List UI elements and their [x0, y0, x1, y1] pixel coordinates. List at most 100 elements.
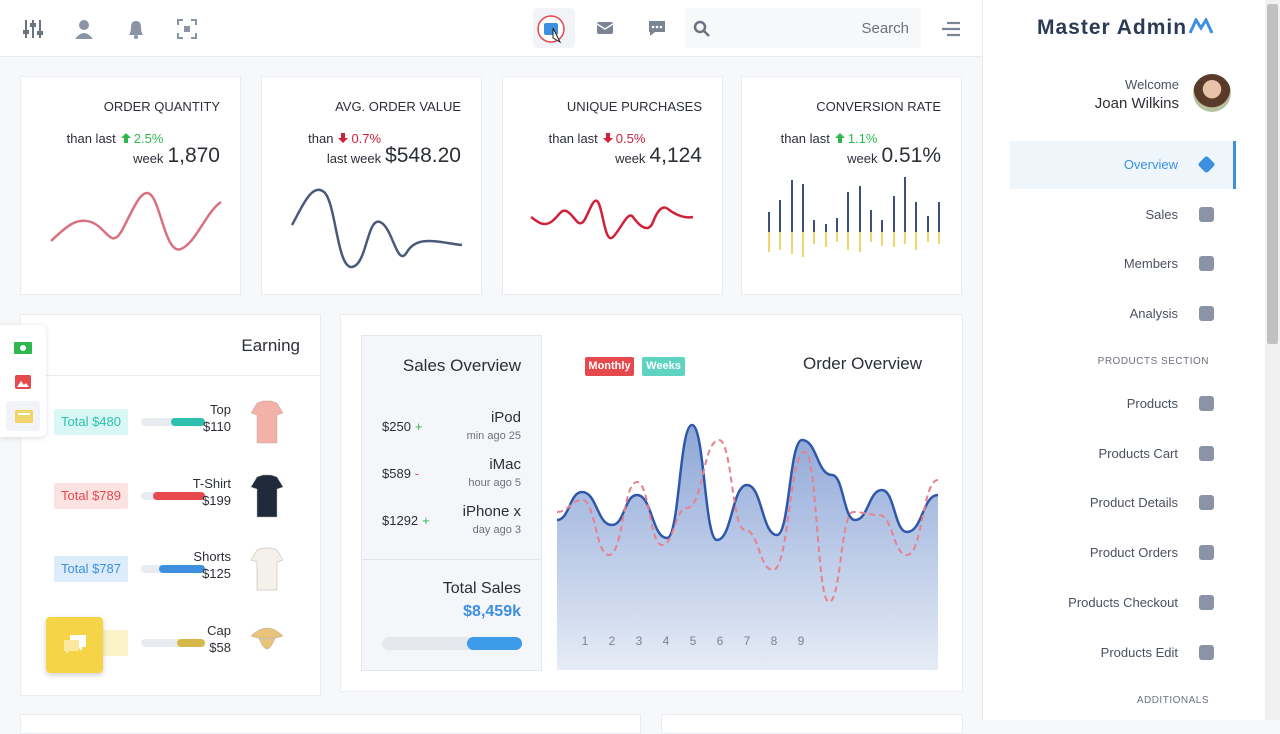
nav-item[interactable]: Analysis — [1010, 290, 1236, 338]
x-label: 6 — [717, 634, 724, 648]
product-image — [250, 474, 284, 517]
kpi-change: 0.5% — [615, 131, 646, 146]
kpi-body: than last 0.5% week 4,124 — [549, 129, 702, 169]
section-title: ADDITIONALS — [1136, 695, 1209, 706]
product-shape — [250, 627, 284, 649]
x-label: 2 — [609, 634, 616, 648]
settings-icon[interactable] — [22, 18, 44, 40]
kpi-compare: than last 2.5% week — [67, 129, 164, 169]
product-shape — [250, 400, 284, 444]
sparkline — [530, 199, 694, 240]
product-info: T-Shirt $199 — [181, 475, 231, 509]
kpi-compare-text: than last — [66, 131, 116, 146]
kpi-compare: than last 1.1% week — [781, 129, 878, 169]
order-tab[interactable]: Monthly — [585, 357, 634, 376]
area-fill — [557, 425, 938, 670]
product-name: Cap — [207, 622, 231, 638]
total-sales-bar — [382, 637, 522, 650]
nav-label: Overview — [1123, 157, 1178, 172]
nav-label: Members — [1123, 256, 1178, 272]
kpi-change: 2.5% — [133, 131, 164, 146]
progress-bar — [141, 565, 205, 573]
trend-sign: + — [414, 419, 423, 434]
nav-item[interactable]: Products Cart — [1010, 430, 1236, 478]
product-info: Cap $58 — [181, 622, 231, 656]
nav-item[interactable]: Members — [1010, 240, 1236, 288]
nav-icon — [1199, 495, 1214, 511]
nav-icon — [1199, 594, 1214, 610]
order-overview-title: Order Overview — [802, 354, 922, 373]
scrollbar-thumb[interactable] — [1267, 4, 1278, 344]
nav-item[interactable]: Products — [1010, 380, 1236, 428]
x-label: 7 — [744, 634, 751, 648]
x-label: 5 — [690, 634, 697, 648]
image-icon[interactable] — [15, 375, 31, 389]
product-image — [250, 627, 284, 649]
nav-icon — [1197, 155, 1216, 174]
x-label: 4 — [663, 634, 670, 648]
menu-icon[interactable] — [941, 21, 961, 37]
product-price: $199 — [202, 492, 231, 508]
kpi-compare: than 0.7% last week — [308, 129, 381, 169]
arrow — [120, 133, 131, 143]
topbar: Search — [0, 0, 982, 57]
dashed-line — [557, 438, 938, 604]
sidebar — [982, 0, 1266, 720]
nav-item[interactable]: Overview — [1010, 141, 1236, 189]
nav-item[interactable]: Product Orders — [1010, 529, 1236, 577]
trend-sign: + — [422, 513, 430, 528]
money-icon[interactable] — [14, 342, 32, 354]
search-box[interactable] — [685, 8, 921, 48]
sparkline-bars — [768, 232, 940, 257]
nav-icon — [1199, 396, 1214, 411]
nav-item[interactable]: Product Details — [1010, 479, 1236, 527]
kpi-body: than last 2.5% week 1,870 — [67, 129, 220, 169]
nav-label: Product Orders — [1089, 545, 1178, 561]
bell-icon[interactable] — [126, 18, 146, 40]
chat-button[interactable] — [46, 617, 103, 673]
folder-icon[interactable] — [15, 410, 33, 423]
nav-label: Products — [1126, 396, 1178, 411]
earning-title: Earning — [241, 336, 300, 355]
kpi-value: 1,870 — [167, 144, 220, 167]
kpi-compare-line: than 0.7% — [308, 129, 381, 149]
nav-item[interactable]: Products Edit — [1010, 629, 1236, 677]
product-info: Shorts $125 — [181, 548, 231, 582]
product-shape — [250, 474, 284, 517]
total-sales-value: $8,459k — [463, 603, 521, 620]
sparkline — [290, 188, 463, 269]
amount: $589 — [382, 466, 411, 481]
kpi-card: ORDER QUANTITY than last 2.5% week 1,870 — [20, 76, 241, 295]
nav-item[interactable]: Products Checkout — [1010, 579, 1236, 627]
sparkline-bars — [768, 177, 940, 232]
x-label: 3 — [636, 634, 643, 648]
sales-product: iPod — [490, 409, 521, 426]
nav-label: Analysis — [1129, 306, 1178, 322]
nav-item[interactable]: Sales — [1010, 191, 1236, 239]
user-icon[interactable] — [74, 18, 94, 40]
product-price: $110 — [203, 419, 231, 434]
kpi-compare-text: week — [133, 151, 164, 166]
mail-icon[interactable] — [596, 20, 614, 36]
chat-icon[interactable] — [647, 19, 667, 37]
arrow-up — [120, 133, 131, 143]
logo-shape — [1188, 16, 1214, 34]
kpi-compare-line: than last 0.5% — [549, 129, 646, 149]
progress-bar — [141, 638, 205, 647]
arrow-down — [602, 133, 613, 143]
total-badge: Total $480 — [54, 409, 128, 435]
x-label: 1 — [582, 634, 589, 648]
kpi-compare-line: than last 2.5% — [67, 129, 164, 149]
divider — [21, 375, 320, 376]
product-name: Top — [210, 402, 231, 417]
nav-icon — [1199, 306, 1214, 322]
nav-label: Product Details — [1089, 495, 1178, 511]
calendar-icon[interactable] — [536, 14, 568, 46]
progress-bar — [141, 491, 205, 500]
fullscreen-icon[interactable] — [177, 19, 197, 39]
sales-time: day ago 3 — [472, 524, 521, 536]
order-tab[interactable]: Weeks — [642, 357, 685, 376]
sales-time: hour ago 5 — [468, 477, 521, 489]
kpi-compare-text: than last — [548, 131, 598, 146]
kpi-title: UNIQUE PURCHASES — [566, 99, 702, 114]
